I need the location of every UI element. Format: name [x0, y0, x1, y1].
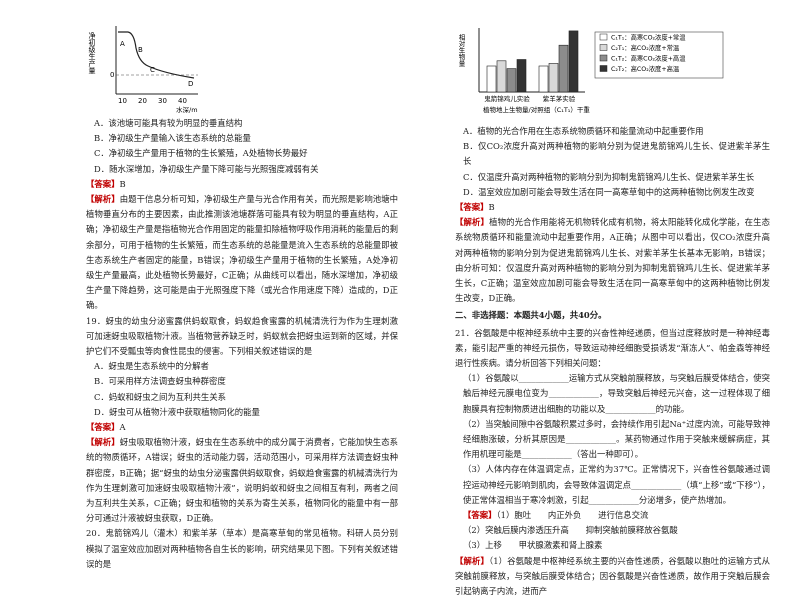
- legend-entry: C₁T₂：高寒CO₂浓度+高温: [611, 54, 686, 63]
- answer-text: A: [119, 422, 126, 433]
- y-label: 净初级生产量: [88, 31, 96, 74]
- analysis: 【解析】植物的光合作用能将无机物转化成有机物，将太阳能转化成化学能，在生态系统物…: [455, 215, 770, 306]
- label: 【解析】: [86, 437, 120, 448]
- analysis-text: 由题干信息分析可知，净初级生产量与光合作用有关，而光照是影响池塘中植物垂直分布的…: [86, 194, 399, 311]
- legend-swatch: [599, 33, 608, 41]
- legend-swatch: [599, 44, 608, 51]
- option: A．植物的光合作用在生态系统物质循环和能量流动中起重要作用: [463, 126, 704, 136]
- answer-text: B: [119, 178, 126, 189]
- category-label: 紫羊茅实验: [543, 94, 576, 103]
- answer: 【答案】B: [86, 177, 398, 192]
- option: B．净初级生产量输入该生态系统的总能量: [94, 133, 251, 144]
- curve-label: C: [150, 66, 155, 74]
- bar: [558, 44, 569, 93]
- x-tick-label: 20: [138, 97, 147, 105]
- option: C．仅温度升高对两种植物的影响分别为抑制鬼箭锦鸡儿生长、促进紫羊茅生长: [463, 171, 755, 182]
- section-header: 二、非选择题：本题共4小题，共40分。: [455, 310, 607, 321]
- sub-question: （1）谷氨酸以____________运输方式从突触前膜释放，与突触后膜受体结合…: [463, 373, 770, 414]
- analysis: 【解析】（1）谷氨酸是中枢神经系统主要的兴奋性递质，谷氨酸以胞吐的运输方式从突触…: [455, 554, 770, 599]
- question-stem: 20．鬼箭锦鸡儿（灌木）和紫羊茅（草本）是高寒草甸的常见植物。科研人员分别模拟了…: [86, 528, 398, 569]
- option: C．净初级生产量用于植物的生长繁殖，A处植物长势最好: [94, 148, 308, 159]
- option: A．该池塘可能具有较为明显的垂直结构: [94, 118, 243, 128]
- bar: [568, 30, 579, 93]
- legend-swatch: [599, 54, 608, 62]
- x-tick-label: 40: [178, 97, 187, 105]
- label: 【解析】: [455, 217, 490, 228]
- label: 【解析】: [455, 555, 489, 566]
- curve-label: A: [120, 40, 125, 48]
- answer: 【答案】（1）胞吐 内正外负 进行信息交流: [455, 508, 770, 523]
- answer: （3）上移 甲状腺激素和肾上腺素: [463, 540, 603, 551]
- label: 【答案】: [455, 202, 489, 213]
- category-label: 鬼箭锦鸡儿实验: [484, 94, 530, 103]
- question-stem: 21．谷氨酸是中枢神经系统中主要的兴奋性神经递质，但当过度释放时是一种神经毒素，…: [455, 327, 770, 369]
- bar: [496, 60, 507, 93]
- legend-entry: C₁T₁：高寒CO₂浓度+常温: [611, 33, 686, 42]
- analysis-text: 植物的光合作用能将无机物转化成有机物，将太阳能转化成化学能，在生态系统物质循环和…: [455, 217, 771, 304]
- x-tick-label: 30: [158, 97, 167, 105]
- bar: [506, 68, 517, 93]
- legend-entry: C₂T₁：高CO₂浓度+常温: [611, 43, 680, 52]
- legend-entry: C₂T₂：高CO₂浓度+高温: [611, 64, 680, 73]
- option: D．随水深增加，净初级生产量下降可能与光照强度减弱有关: [94, 163, 319, 174]
- option: C．蚂蚁和蚜虫之间为互利共生关系: [94, 391, 227, 402]
- option: B．可采用样方法调查蚜虫种群密度: [94, 376, 226, 387]
- legend-swatch: [599, 65, 608, 72]
- curve-label: D: [188, 80, 193, 88]
- option: A．蚜虫是生态系统中的分解者: [94, 361, 209, 372]
- analysis-text: 蚜虫吸取植物汁液，蚜虫在生态系统中的成分属于消费者，它能加快生态系统的物质循环，…: [86, 437, 399, 524]
- sub-question: （3）人体内存在体温调定点，正常约为37℃。正常情况下，兴奋性谷氨酸通过调控运动…: [463, 464, 770, 505]
- label: 【答案】: [86, 422, 120, 433]
- analysis: 【解析】蚜虫吸取植物汁液，蚜虫在生态系统中的成分属于消费者，它能加快生态系统的物…: [86, 435, 398, 526]
- option: D．温室效应加剧可能会导致生活在同一高寒草甸中的这两种植物比例发生改变: [463, 186, 755, 197]
- answer-text: B: [488, 202, 495, 213]
- x-label: 水深/m: [176, 105, 198, 114]
- analysis-text: （1）谷氨酸是中枢神经系统主要的兴奋性递质，谷氨酸以胞吐的运输方式从突触前膜释放…: [455, 555, 770, 597]
- x-label: 植物地上生物量/对照组（C₁T₁）干重: [483, 105, 590, 114]
- page: 净初级生产量 0 A B C D 10 20 30 40 水深/m 相对生物量 …: [86, 26, 771, 597]
- label: 【答案】: [463, 510, 497, 521]
- bar: [548, 63, 559, 93]
- bar: [538, 65, 549, 93]
- bar: [486, 65, 497, 93]
- option: D．蚜虫可从植物汁液中获取植物同化的能量: [94, 406, 260, 417]
- legend-box: [594, 31, 724, 79]
- option: B．仅CO₂浓度升高对两种植物的影响分别为促进鬼箭锦鸡儿生长、促进紫羊茅生长: [463, 141, 770, 167]
- question-stem: 19．蚜虫的幼虫分泌蜜露供蚂蚁取食，蚂蚁趋食蜜露的机械清洗行为作为生理刺激可加速…: [86, 315, 398, 357]
- y-label: 相对生物量: [457, 33, 465, 67]
- left-column: A．该池塘可能具有较为明显的垂直结构 B．净初级生产量输入该生态系统的总能量 C．净…: [86, 116, 398, 572]
- answer: 【答案】B: [455, 200, 770, 215]
- label: 【答案】: [86, 178, 120, 189]
- depth-figure: 净初级生产量 0 A B C D 10 20 30 40 水深/m: [88, 26, 198, 114]
- answer-text: （1）胞吐 内正外负 进行信息交流: [496, 510, 649, 521]
- analysis: 【解析】由题干信息分析可知，净初级生产量与光合作用有关，而光照是影响池塘中植物垂…: [86, 192, 398, 314]
- x-tick-label: 10: [118, 97, 127, 105]
- answer: （2）突触后膜内渗透压升高 抑制突触前膜释放谷氨酸: [463, 525, 678, 536]
- right-column: A．植物的光合作用在生态系统物质循环和能量流动中起重要作用 B．仅CO₂浓度升高对…: [455, 124, 770, 599]
- label: 【解析】: [86, 194, 120, 205]
- bar: [516, 59, 527, 93]
- sub-question: （2）当突触间隙中谷氨酸积累过多时，会持续作用引起Na⁺过度内流，可能导致神经细…: [463, 418, 770, 460]
- answer: 【答案】A: [86, 420, 398, 435]
- curve-label: B: [138, 46, 143, 54]
- zero-label: 0: [110, 71, 114, 79]
